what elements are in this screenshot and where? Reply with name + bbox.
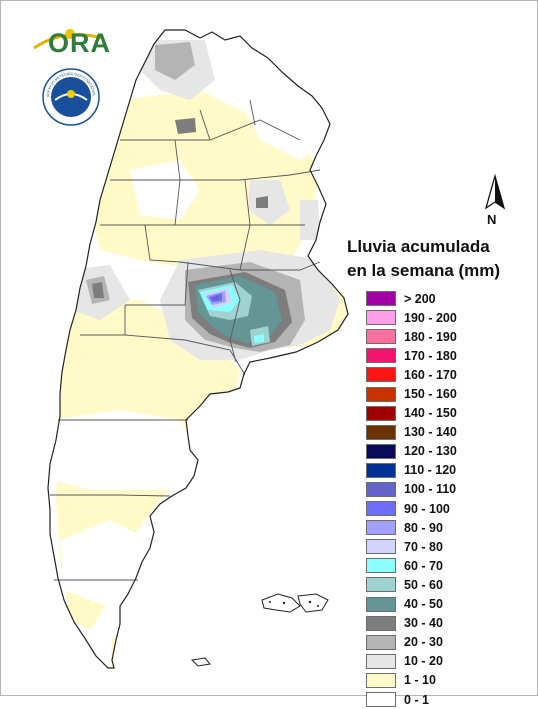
legend-label: 30 - 40 [404, 616, 443, 631]
legend-item: 130 - 140 [366, 423, 457, 442]
legend-item: 60 - 70 [366, 556, 457, 575]
legend-swatch [366, 329, 396, 345]
legend-label: 140 - 150 [404, 406, 457, 421]
legend-label: 150 - 160 [404, 387, 457, 402]
legend-item: 110 - 120 [366, 461, 457, 480]
ora-logo-swoosh-icon [33, 29, 103, 50]
legend-item: 40 - 50 [366, 595, 457, 614]
legend-label: 170 - 180 [404, 348, 457, 363]
legend-label: 50 - 60 [404, 577, 443, 592]
legend-label: 110 - 120 [404, 463, 457, 478]
legend-swatch [366, 692, 396, 708]
legend-item: 100 - 110 [366, 480, 457, 499]
legend-label: 180 - 190 [404, 329, 457, 344]
legend-label: 90 - 100 [404, 501, 450, 516]
legend-label: 10 - 20 [404, 654, 443, 669]
legend-swatch [366, 405, 396, 421]
legend-item: 10 - 20 [366, 652, 457, 671]
legend-label: 60 - 70 [404, 558, 443, 573]
legend-swatch [366, 310, 396, 326]
legend-title: Lluvia acumulada en la semana (mm) [347, 235, 500, 283]
legend-item: 190 - 200 [366, 308, 457, 327]
legend: > 200 190 - 200 180 - 190 170 - 180 160 - 17… [366, 289, 457, 709]
legend-label: 20 - 30 [404, 635, 443, 650]
legend-item: 120 - 130 [366, 442, 457, 461]
ora-logo: ORA [48, 28, 111, 58]
legend-swatch [366, 367, 396, 383]
legend-item: 90 - 100 [366, 499, 457, 518]
legend-item: 160 - 170 [366, 365, 457, 384]
legend-item: 180 - 190 [366, 327, 457, 346]
legend-item: > 200 [366, 289, 457, 308]
legend-swatch [366, 501, 396, 517]
legend-item: 30 - 40 [366, 614, 457, 633]
legend-swatch [366, 348, 396, 364]
legend-label: 160 - 170 [404, 367, 457, 382]
legend-label: 130 - 140 [404, 425, 457, 440]
legend-swatch [366, 462, 396, 478]
legend-item: 170 - 180 [366, 346, 457, 365]
legend-swatch [366, 596, 396, 612]
legend-swatch [366, 577, 396, 593]
legend-label: 100 - 110 [404, 482, 457, 497]
legend-item: 1 - 10 [366, 671, 457, 690]
legend-title-line-2: en la semana (mm) [347, 261, 501, 280]
legend-label: 120 - 130 [404, 444, 457, 459]
legend-title-line-1: Lluvia acumulada [347, 237, 490, 256]
legend-item: 70 - 80 [366, 537, 457, 556]
legend-swatch [366, 653, 396, 669]
legend-label: 80 - 90 [404, 520, 443, 535]
legend-swatch [366, 443, 396, 459]
legend-item: 0 - 1 [366, 690, 457, 709]
north-arrow-label: N [487, 212, 497, 227]
legend-label: > 200 [404, 291, 436, 306]
legend-swatch [366, 672, 396, 688]
legend-label: 1 - 10 [404, 673, 436, 688]
legend-swatch [366, 386, 396, 402]
legend-swatch [366, 291, 396, 307]
legend-swatch [366, 481, 396, 497]
legend-label: 40 - 50 [404, 597, 443, 612]
legend-swatch [366, 615, 396, 631]
legend-swatch [366, 539, 396, 555]
legend-item: 80 - 90 [366, 518, 457, 537]
legend-item: 150 - 160 [366, 384, 457, 403]
smn-seal-icon: SERVICIO METEOROLOGICO NACIONAL ARGENTIN… [42, 68, 100, 126]
legend-label: 190 - 200 [404, 310, 457, 325]
legend-item: 20 - 30 [366, 633, 457, 652]
legend-item: 50 - 60 [366, 575, 457, 594]
legend-item: 140 - 150 [366, 404, 457, 423]
legend-label: 0 - 1 [404, 692, 430, 707]
legend-swatch [366, 424, 396, 440]
legend-swatch [366, 520, 396, 536]
legend-swatch [366, 558, 396, 574]
legend-swatch [366, 634, 396, 650]
north-arrow-icon [484, 174, 506, 210]
legend-label: 70 - 80 [404, 539, 443, 554]
